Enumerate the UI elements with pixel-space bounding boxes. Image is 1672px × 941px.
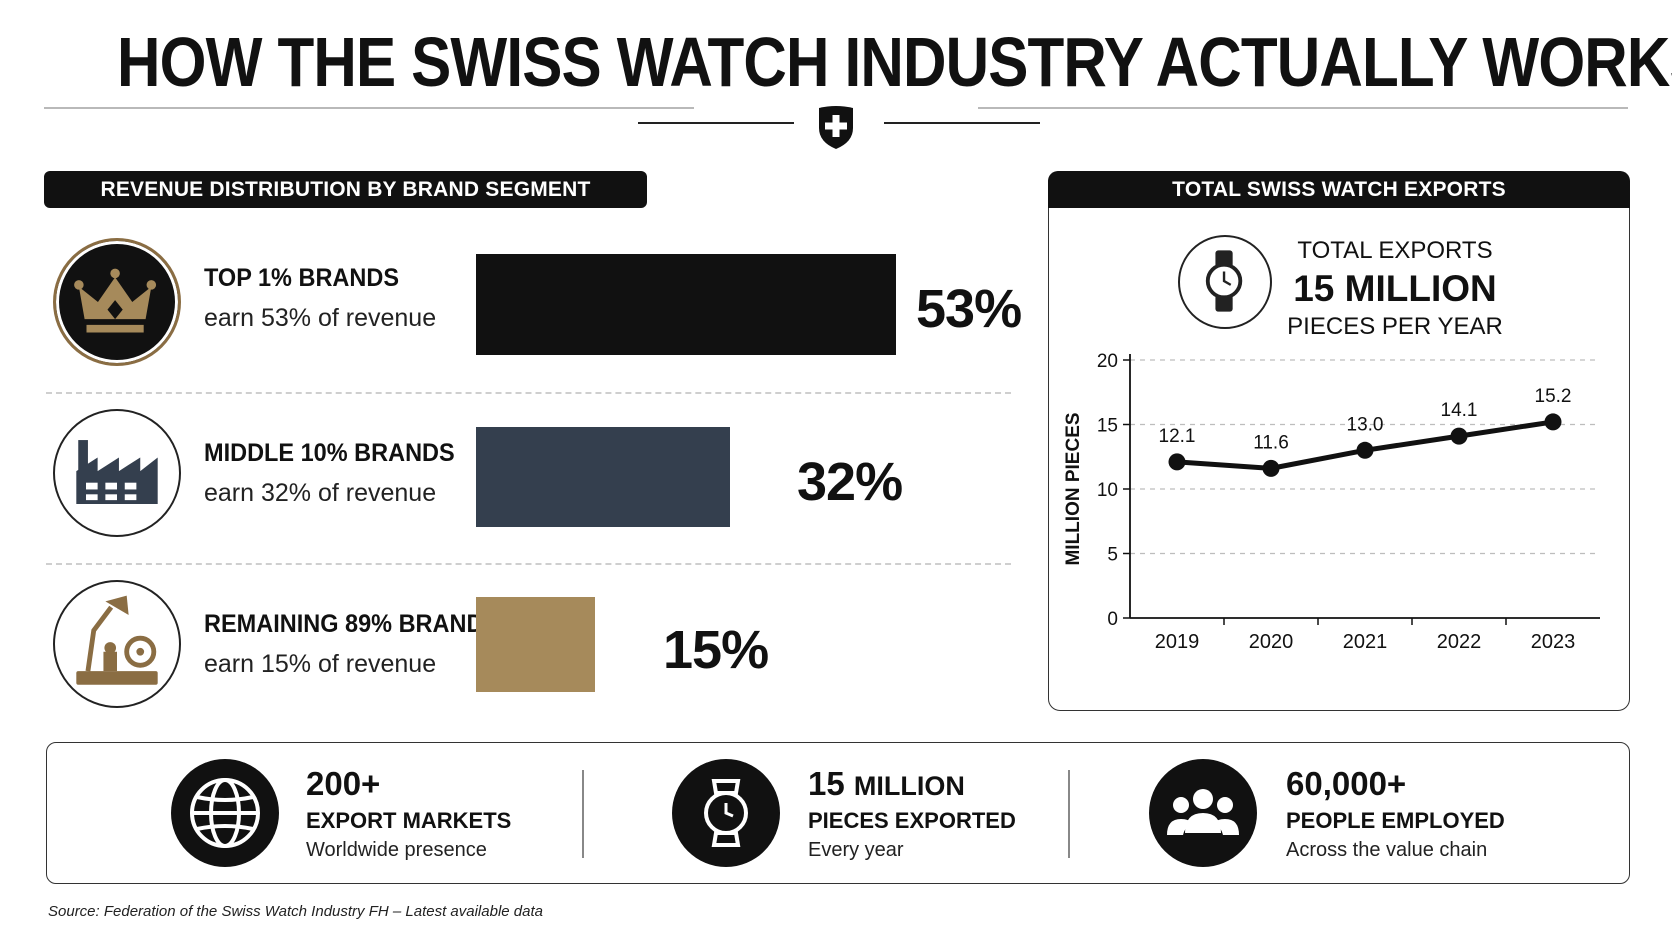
stat-value-number: 60,000+ bbox=[1286, 765, 1407, 802]
stat-label: EXPORT MARKETS bbox=[306, 808, 512, 833]
title-rule-inner-right bbox=[884, 122, 1040, 124]
data-point bbox=[1168, 453, 1186, 471]
y-tick-label: 0 bbox=[1107, 609, 1118, 630]
stat-value-unit: MILLION bbox=[853, 771, 965, 801]
stat-value: 200+ bbox=[306, 765, 380, 803]
x-tick-label: 2023 bbox=[1531, 631, 1576, 653]
x-tick-label: 2019 bbox=[1155, 631, 1200, 653]
stat-label: PIECES EXPORTED bbox=[808, 808, 1016, 833]
workbench-icon bbox=[53, 580, 181, 708]
divider bbox=[46, 563, 1011, 565]
exports-line-chart: 0 5 10 15 20 2019 2020 2021 2022 2023 MILLION PIEC… bbox=[1063, 351, 1600, 653]
data-point bbox=[1356, 441, 1374, 459]
stat-value-number: 15 bbox=[808, 765, 845, 802]
segment-name: TOP 1% BRANDS bbox=[204, 264, 400, 292]
people-icon bbox=[1149, 759, 1257, 867]
swiss-shield-icon bbox=[819, 106, 853, 149]
x-tick-label: 2020 bbox=[1249, 631, 1294, 653]
bar-middle-10-percent bbox=[476, 427, 730, 527]
exports-label-bottom: PIECES PER YEAR bbox=[1287, 313, 1503, 340]
bar-top-1-percent bbox=[476, 254, 896, 355]
stat-sub: Every year bbox=[808, 839, 904, 861]
revenue-heading: REVENUE DISTRIBUTION BY BRAND SEGMENT bbox=[44, 171, 647, 208]
stat-sub: Across the value chain bbox=[1286, 839, 1488, 861]
bar-value-label: 15% bbox=[663, 620, 769, 680]
y-tick-label: 10 bbox=[1097, 480, 1118, 501]
segment-desc: earn 32% of revenue bbox=[204, 479, 437, 507]
title-rule-right bbox=[978, 107, 1628, 109]
wristwatch-icon bbox=[1178, 235, 1272, 329]
divider bbox=[46, 392, 1011, 394]
exports-label-top: TOTAL EXPORTS bbox=[1297, 237, 1493, 264]
page-title: HOW THE SWISS WATCH INDUSTRY ACTUALLY WO… bbox=[117, 23, 1672, 101]
stat-divider bbox=[582, 770, 584, 858]
x-tick-label: 2021 bbox=[1343, 631, 1388, 653]
x-tick-label: 2022 bbox=[1437, 631, 1482, 653]
data-label: 11.6 bbox=[1253, 432, 1289, 453]
exports-heading: TOTAL SWISS WATCH EXPORTS bbox=[1048, 171, 1630, 208]
title-rule-left bbox=[44, 107, 694, 109]
title-rule-inner-left bbox=[638, 122, 794, 124]
data-label: 13.0 bbox=[1347, 414, 1384, 435]
segment-desc: earn 15% of revenue bbox=[204, 650, 437, 678]
data-label: 14.1 bbox=[1441, 400, 1478, 421]
globe-icon bbox=[171, 759, 279, 867]
data-point bbox=[1544, 413, 1562, 431]
stats-panel bbox=[46, 742, 1630, 884]
y-axis-label: MILLION PIECES bbox=[1063, 412, 1084, 565]
y-tick-label: 15 bbox=[1097, 416, 1118, 437]
segment-name: MIDDLE 10% BRANDS bbox=[204, 439, 455, 467]
stat-value-number: 200+ bbox=[306, 765, 381, 802]
segment-desc: earn 53% of revenue bbox=[204, 304, 437, 332]
crown-icon bbox=[53, 238, 181, 366]
bar-value-label: 53% bbox=[916, 279, 1022, 339]
y-tick-label: 20 bbox=[1097, 351, 1118, 372]
bar-remaining-89-percent bbox=[476, 597, 595, 692]
stat-value: 15 MILLION bbox=[808, 765, 965, 803]
stat-label: PEOPLE EMPLOYED bbox=[1286, 808, 1505, 833]
bar-value-label: 32% bbox=[797, 452, 903, 512]
y-tick-label: 5 bbox=[1107, 545, 1118, 566]
stat-sub: Worldwide presence bbox=[306, 839, 487, 861]
data-label: 15.2 bbox=[1535, 386, 1572, 407]
source-note: Source: Federation of the Swiss Watch In… bbox=[48, 903, 543, 920]
factory-icon bbox=[53, 409, 181, 537]
data-label: 12.1 bbox=[1159, 426, 1196, 447]
segment-name: REMAINING 89% BRANDS bbox=[204, 610, 500, 638]
data-point bbox=[1450, 427, 1468, 445]
stat-value: 60,000+ bbox=[1286, 765, 1406, 803]
wristwatch-icon bbox=[672, 759, 780, 867]
stat-divider bbox=[1068, 770, 1070, 858]
data-point bbox=[1262, 459, 1280, 477]
exports-label-big: 15 MILLION bbox=[1293, 268, 1497, 309]
